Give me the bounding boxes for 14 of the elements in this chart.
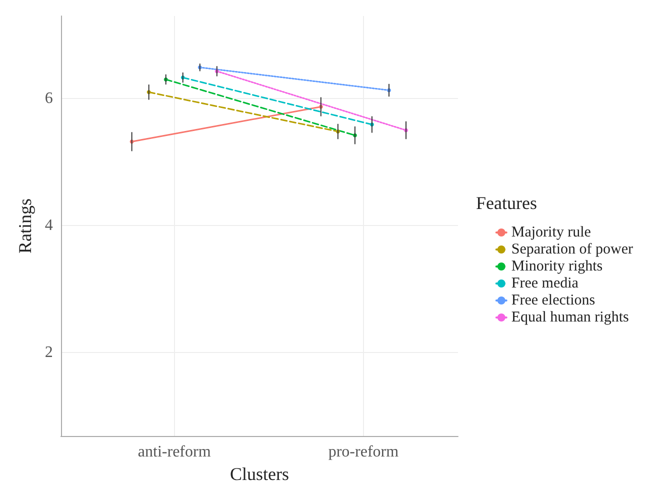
legend-label: Free media xyxy=(511,276,579,292)
x-tick-label: anti-reform xyxy=(138,444,212,461)
legend-label: Minority rights xyxy=(511,258,603,274)
legend-label: Equal human rights xyxy=(511,310,630,326)
legend-label: Free elections xyxy=(511,292,596,308)
y-axis-title: Ratings xyxy=(15,198,35,254)
legend-title: Features xyxy=(476,193,537,213)
y-tick-label: 6 xyxy=(44,90,53,107)
y-tick-label: 4 xyxy=(44,216,53,234)
x-axis-title: Clusters xyxy=(230,464,289,484)
legend-label: Separation of power xyxy=(511,242,634,258)
y-tick-label: 2 xyxy=(44,344,53,361)
legend-label: Majority rule xyxy=(511,224,592,240)
x-tick-label: pro-reform xyxy=(328,444,400,461)
